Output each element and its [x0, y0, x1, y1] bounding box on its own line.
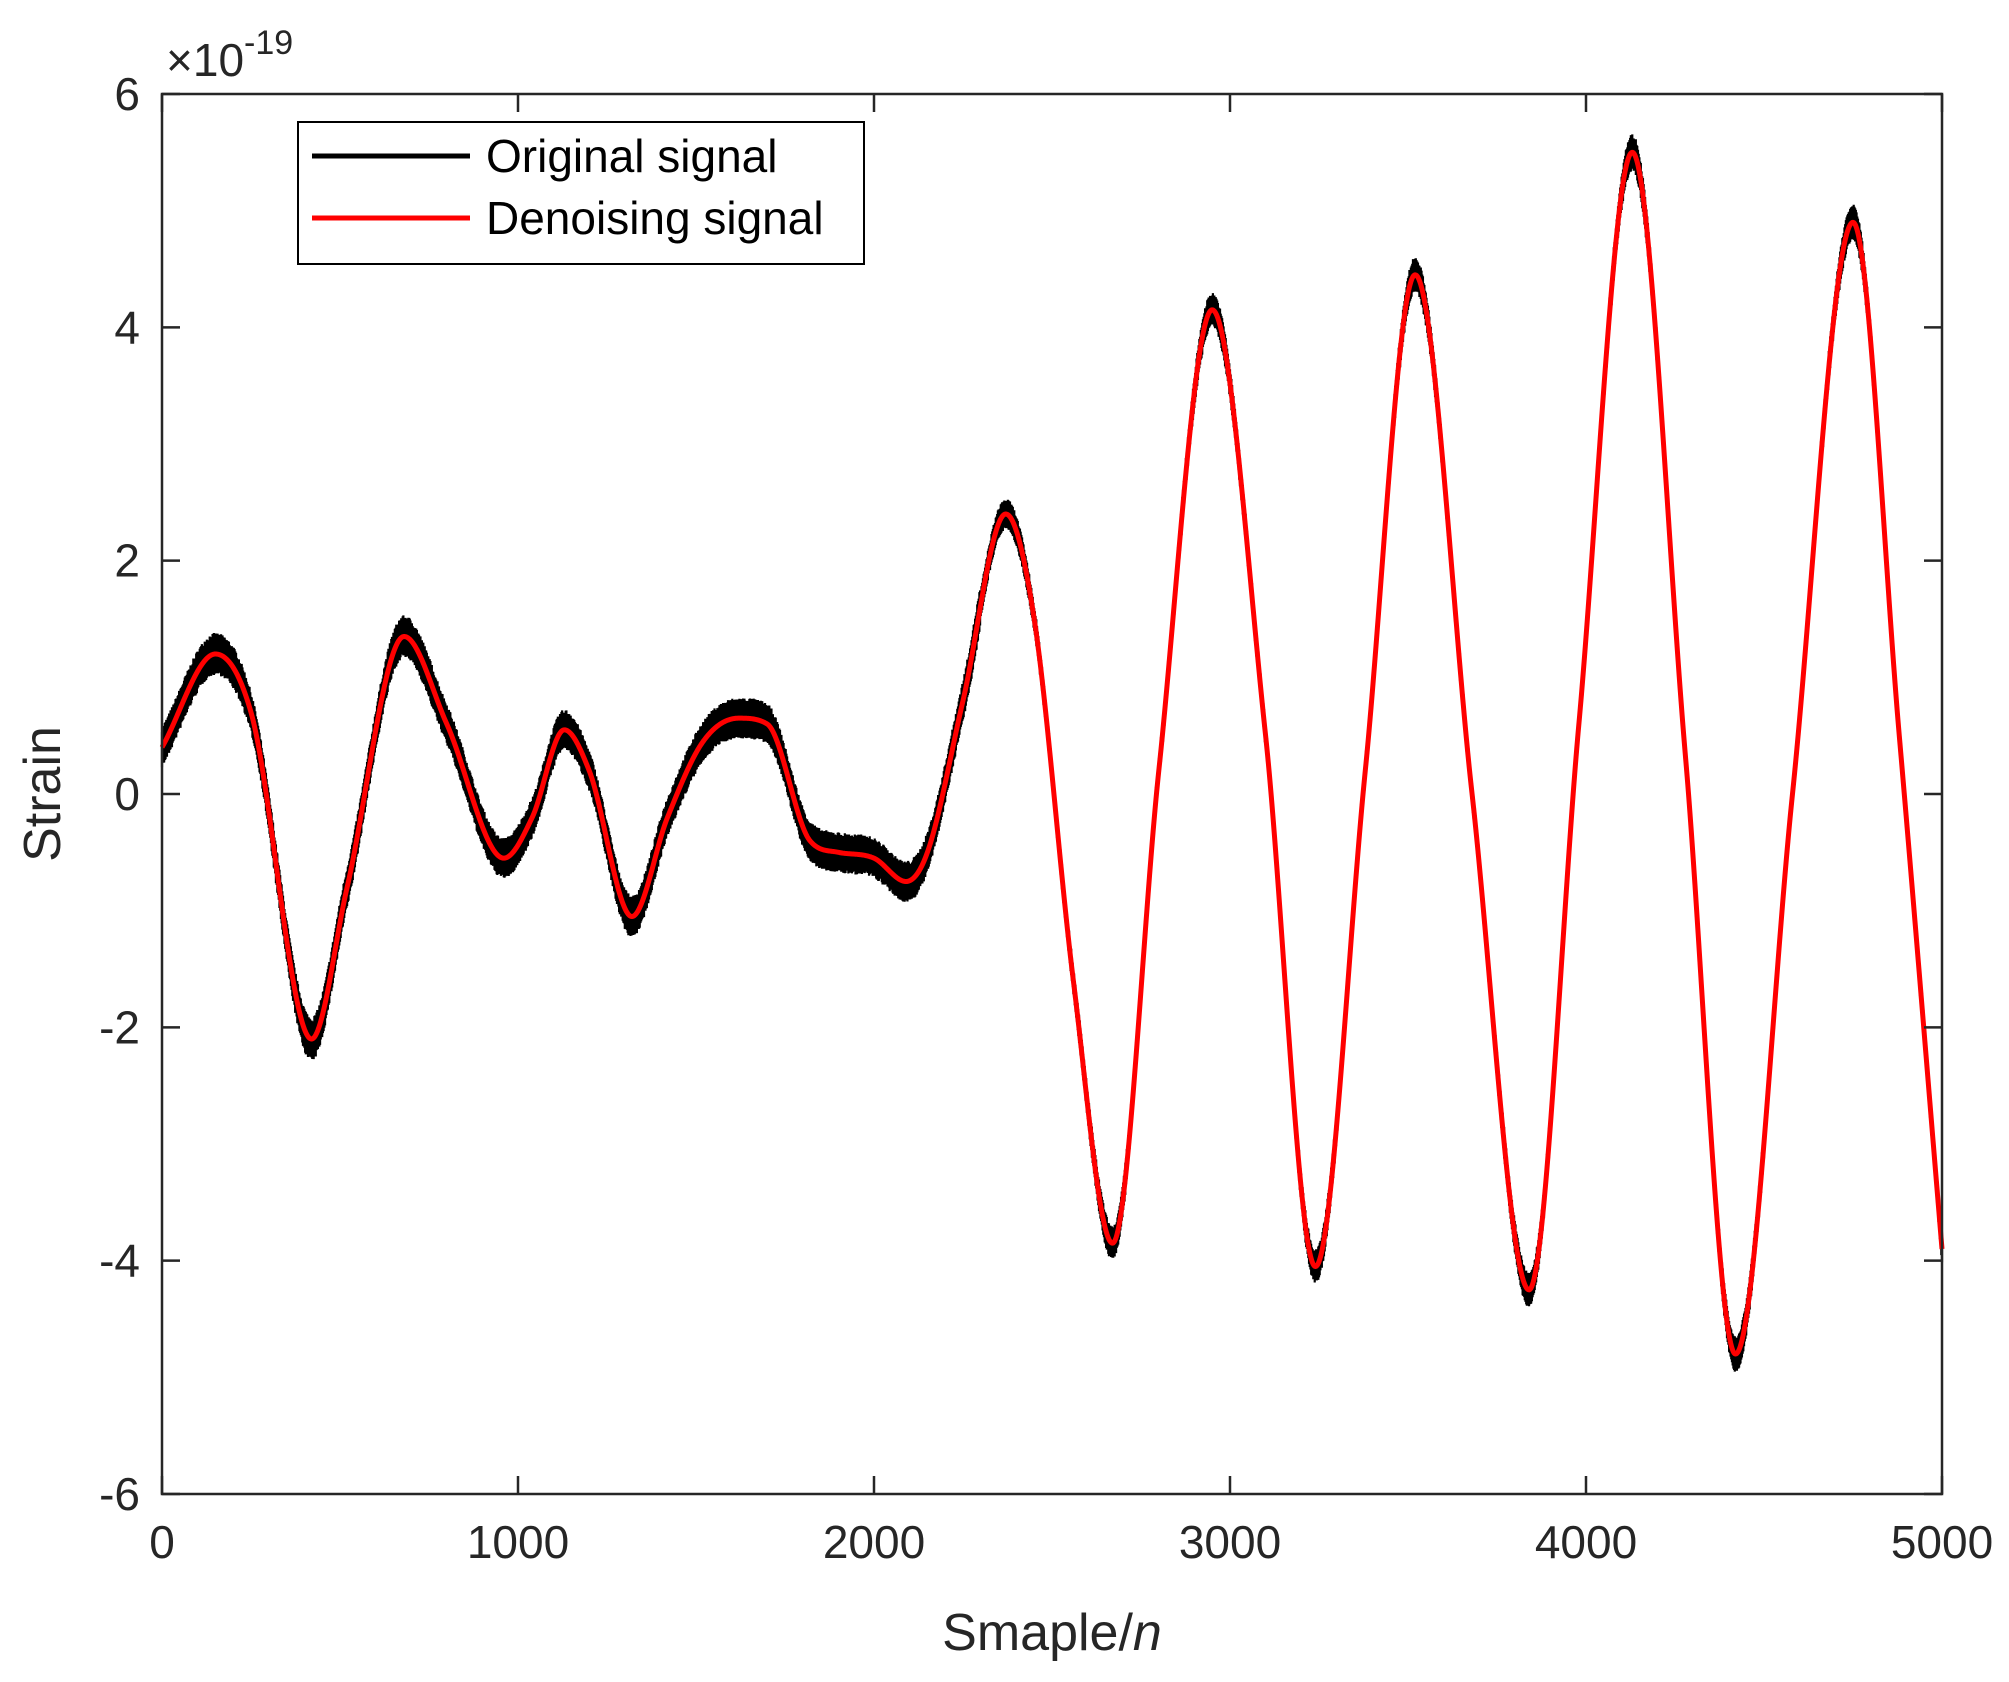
- x-axis-label: Smaple/n: [942, 1604, 1162, 1662]
- y-tick-label: -6: [99, 1468, 140, 1520]
- x-tick-label: 2000: [823, 1516, 925, 1568]
- x-tick-label: 0: [149, 1516, 175, 1568]
- y-tick-label: -2: [99, 1001, 140, 1053]
- y-multiplier: ×10-19: [166, 24, 293, 86]
- y-tick-label: 2: [114, 535, 140, 587]
- x-tick-label: 5000: [1891, 1516, 1993, 1568]
- series-denoising-line: [159, 149, 1945, 1357]
- plot-layer: [159, 134, 1945, 1372]
- legend-label-denoising: Denoising signal: [486, 192, 824, 244]
- x-tick-label: 3000: [1179, 1516, 1281, 1568]
- y-tick-label: 0: [114, 768, 140, 820]
- ticks-layer: 0 1000 2000 3000 4000 5000 -6 -4 -2 0 2 4 6: [99, 68, 1993, 1568]
- x-tick-label: 1000: [467, 1516, 569, 1568]
- y-axis-label: Strain: [14, 726, 72, 862]
- x-tick-label: 4000: [1535, 1516, 1637, 1568]
- legend: Original signal Denoising signal: [297, 121, 865, 265]
- y-tick-label: -4: [99, 1235, 140, 1287]
- legend-label-original: Original signal: [486, 130, 777, 182]
- legend-box: [297, 121, 865, 265]
- y-tick-label: 6: [114, 68, 140, 120]
- y-tick-label: 4: [114, 301, 140, 353]
